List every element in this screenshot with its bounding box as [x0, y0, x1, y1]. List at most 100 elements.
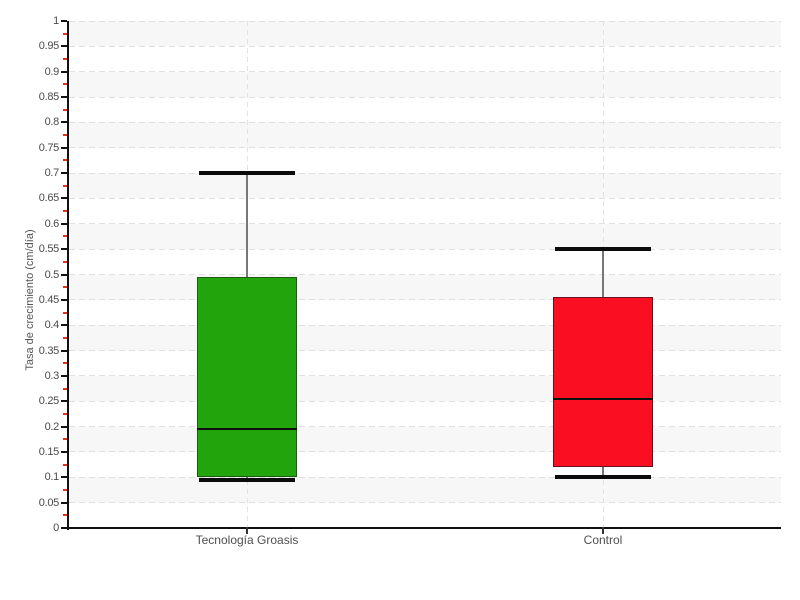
y-major-tick	[61, 146, 67, 149]
y-minor-tick	[63, 159, 67, 162]
x-category-label: Control	[583, 533, 623, 547]
y-major-tick	[61, 70, 67, 73]
y-major-tick	[61, 172, 67, 175]
y-major-tick	[61, 374, 67, 377]
y-tick-label: 0.8	[44, 116, 60, 129]
y-tick-label: 0.3	[44, 369, 60, 382]
y-minor-tick	[63, 210, 67, 213]
y-major-tick	[61, 197, 67, 200]
y-major-tick	[61, 222, 67, 225]
y-tick-label: 0.6	[44, 217, 60, 230]
gridline-horizontal	[69, 324, 781, 326]
y-tick-label: 0.15	[38, 445, 60, 458]
gridline-horizontal	[69, 20, 781, 22]
lower-whisker-line	[602, 467, 604, 478]
y-tick-label: 1	[53, 15, 59, 27]
background-band	[69, 122, 781, 148]
y-tick-label: 0.7	[44, 167, 60, 180]
y-minor-tick	[63, 260, 67, 263]
gridline-horizontal	[69, 197, 781, 199]
y-major-tick	[61, 273, 67, 276]
gridline-horizontal	[69, 121, 781, 123]
background-band	[69, 21, 781, 47]
gridline-horizontal	[69, 375, 781, 377]
y-tick-label: 0.85	[38, 91, 60, 104]
gridline-horizontal	[69, 299, 781, 301]
x-category-tick	[602, 527, 604, 534]
x-category-label: Tecnología Groasis	[195, 533, 299, 547]
gridline-horizontal	[69, 248, 781, 250]
gridline-horizontal	[69, 45, 781, 47]
gridline-horizontal	[69, 223, 781, 225]
y-major-tick	[61, 248, 67, 251]
gridline-horizontal	[69, 274, 781, 275]
y-major-tick	[61, 527, 67, 529]
upper-whisker-line	[602, 249, 604, 298]
background-band	[69, 426, 781, 452]
y-major-tick	[61, 400, 67, 403]
y-major-tick	[61, 476, 67, 479]
gridline-horizontal	[69, 350, 781, 352]
y-major-tick	[61, 425, 67, 428]
y-minor-tick	[63, 134, 67, 137]
y-tick-label: 0.45	[38, 293, 60, 306]
y-minor-tick	[63, 362, 67, 365]
y-minor-tick	[63, 311, 67, 314]
y-minor-tick	[63, 184, 67, 187]
gridline-horizontal	[69, 476, 781, 478]
gridline-horizontal	[69, 147, 781, 149]
x-category-tick	[246, 527, 248, 534]
background-band	[69, 274, 781, 300]
y-tick-label: 0.65	[38, 192, 60, 205]
y-major-tick	[61, 501, 67, 504]
y-major-tick	[61, 298, 67, 301]
y-tick-label: 0.35	[38, 344, 60, 357]
median-line	[197, 428, 297, 431]
plot-area	[69, 20, 781, 528]
background-band	[69, 173, 781, 199]
gridline-horizontal	[69, 96, 781, 98]
upper-whisker-line	[246, 173, 248, 278]
background-band	[69, 71, 781, 98]
y-minor-tick	[63, 32, 67, 35]
y-minor-tick	[63, 58, 67, 61]
x-axis-line	[67, 527, 781, 529]
gridline-horizontal	[69, 451, 781, 453]
y-major-tick	[61, 349, 67, 352]
y-axis-line	[67, 21, 69, 530]
min-whisker-cap	[199, 477, 295, 482]
y-minor-tick	[63, 336, 67, 339]
y-tick-label: 0	[53, 522, 59, 534]
background-band	[69, 325, 781, 351]
box-iqr	[553, 297, 653, 468]
y-tick-label: 0.1	[44, 471, 60, 484]
background-band	[69, 223, 781, 250]
gridline-horizontal	[69, 71, 781, 73]
max-whisker-cap	[555, 247, 651, 252]
y-tick-label: 0.9	[44, 65, 60, 78]
box-iqr	[197, 277, 297, 478]
y-tick-label: 0.75	[38, 141, 60, 154]
y-minor-tick	[63, 514, 67, 517]
y-minor-tick	[63, 286, 67, 289]
y-major-tick	[61, 45, 67, 48]
y-tick-label: 0.5	[44, 268, 60, 281]
y-tick-label: 0.05	[38, 496, 60, 509]
y-minor-tick	[63, 463, 67, 466]
y-tick-label: 0.2	[44, 420, 60, 433]
median-line	[553, 397, 653, 400]
y-minor-tick	[63, 387, 67, 390]
background-band	[69, 375, 781, 402]
y-minor-tick	[63, 83, 67, 86]
y-tick-label: 0.55	[38, 243, 60, 256]
y-major-tick	[61, 324, 67, 327]
min-whisker-cap	[555, 475, 651, 480]
y-major-tick	[61, 96, 67, 99]
y-minor-tick	[63, 488, 67, 491]
y-tick-label: 0.4	[44, 319, 60, 332]
y-minor-tick	[63, 438, 67, 441]
gridline-horizontal	[69, 172, 781, 174]
y-tick-label: 0.25	[38, 395, 60, 408]
y-tick-label: 0.95	[38, 40, 60, 53]
